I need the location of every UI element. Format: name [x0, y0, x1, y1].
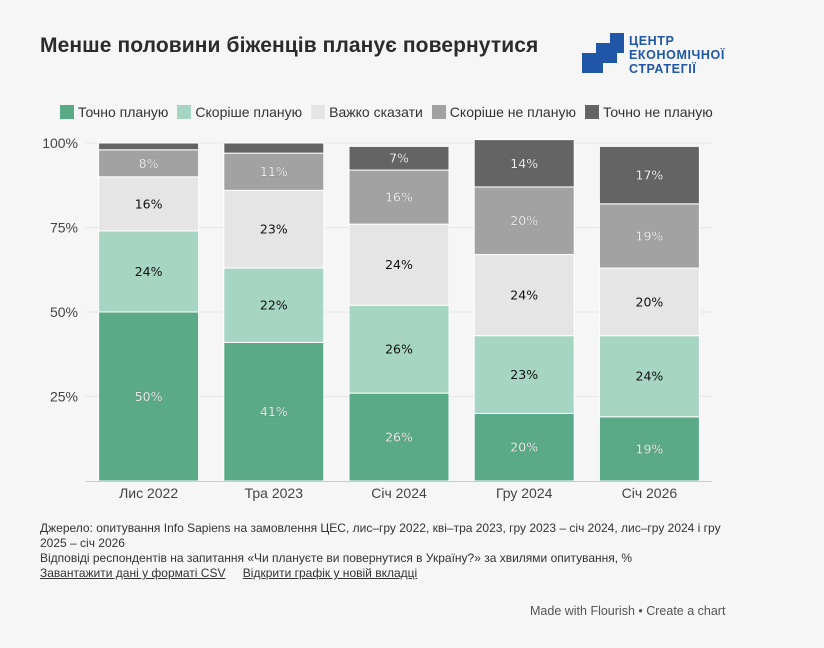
- legend-label: Скоріше планую: [195, 104, 303, 120]
- data-label: 20%: [510, 213, 538, 228]
- x-tick-label: Гру 2024: [496, 485, 553, 501]
- bar-segment: [223, 267, 325, 343]
- legend-item-rather-not-plan[interactable]: Скоріше не планую: [431, 104, 576, 120]
- bar-segment: [598, 267, 700, 337]
- data-label: 7%: [389, 151, 409, 166]
- y-tick-label: 50%: [50, 304, 78, 320]
- bar-segment: [473, 254, 575, 337]
- x-tick-label: Тра 2023: [245, 485, 304, 501]
- x-tick-label: Січ 2026: [622, 485, 678, 501]
- logo-line-1: ЦЕНТР: [629, 34, 675, 48]
- data-label: 22%: [260, 298, 288, 313]
- question-note: Відповіді респондентів на запитання «Чи …: [40, 551, 633, 565]
- data-label: 24%: [385, 257, 413, 272]
- y-tick-label: 100%: [42, 135, 78, 151]
- bar-segment: [598, 145, 700, 205]
- data-label: 50%: [135, 389, 163, 404]
- legend-swatch: [60, 105, 74, 119]
- bar-segment: [348, 304, 450, 394]
- data-label: 41%: [260, 404, 288, 419]
- data-label: 16%: [385, 190, 413, 205]
- bar-segment: [348, 223, 450, 306]
- data-label: 26%: [385, 430, 413, 445]
- legend-item-definitely-plan[interactable]: Точно планую: [60, 104, 168, 120]
- legend-label: Важко сказати: [329, 104, 423, 120]
- bar-segment: [348, 392, 450, 482]
- legend-label: Скоріше не планую: [449, 104, 576, 120]
- data-label: 20%: [636, 294, 664, 309]
- bar-segment: [223, 152, 325, 191]
- data-label: 24%: [510, 288, 538, 303]
- chart-legend: Точно планую Скоріше планую Важко сказат…: [60, 104, 722, 120]
- stacked-bar-chart: 25% 50% 75% 100% 50% 24% 16% 8% Лис 2022 41% 22% 23…: [42, 135, 712, 501]
- x-tick-label: Січ 2024: [371, 485, 427, 501]
- data-label: 16%: [135, 196, 163, 211]
- chart-title: Менше половини біженців планує повернути…: [40, 34, 539, 57]
- bar-segment: [348, 145, 450, 171]
- logo-line-2: ЕКОНОМІЧНОЇ: [629, 48, 725, 62]
- bar-segment: [223, 142, 325, 154]
- legend-swatch: [431, 105, 446, 119]
- bar-segment: [598, 335, 700, 418]
- bar-segment: [98, 142, 200, 151]
- x-tick-label: Лис 2022: [119, 485, 178, 501]
- data-label: 19%: [636, 441, 664, 456]
- legend-swatch: [584, 105, 599, 119]
- legend-item-definitely-not-plan[interactable]: Точно не планую: [584, 104, 713, 120]
- source-note: Джерело: опитування Info Sapiens на замо…: [40, 521, 721, 550]
- legend-swatch: [311, 105, 326, 119]
- data-label: 24%: [135, 264, 163, 279]
- open-new-tab-link[interactable]: Відкрити графік у новій вкладці: [242, 566, 418, 580]
- data-label: 23%: [260, 222, 288, 237]
- bar-segment: [473, 335, 575, 414]
- legend-swatch: [177, 105, 192, 119]
- legend-label: Точно не планую: [602, 104, 713, 120]
- ces-logo-mark-icon: [582, 33, 624, 73]
- data-label: 23%: [510, 367, 538, 382]
- bar-segment: [223, 189, 325, 269]
- legend-item-rather-plan[interactable]: Скоріше планую: [177, 104, 302, 120]
- bar-segment: [98, 149, 200, 178]
- flourish-credit[interactable]: Made with Flourish • Create a chart: [530, 604, 726, 618]
- legend-label: Точно планую: [78, 104, 169, 120]
- data-label: 11%: [260, 164, 288, 179]
- y-tick-label: 75%: [50, 220, 78, 236]
- legend-item-hard-to-say[interactable]: Важко сказати: [311, 104, 423, 120]
- data-label: 26%: [385, 342, 413, 357]
- chart-footer: Джерело: опитування Info Sapiens на замо…: [40, 521, 740, 581]
- bar-segment: [348, 169, 450, 225]
- bar-segment: [473, 139, 575, 188]
- data-label: 14%: [510, 156, 538, 171]
- data-label: 17%: [636, 168, 664, 183]
- data-label: 24%: [636, 369, 664, 384]
- bar-segment: [598, 203, 700, 269]
- bar-segment: [98, 176, 200, 232]
- ces-logo[interactable]: ЦЕНТР ЕКОНОМІЧНОЇ СТРАТЕГІЇ: [582, 33, 732, 77]
- data-label: 8%: [139, 156, 159, 171]
- bar-segment: [473, 186, 575, 256]
- y-tick-label: 25%: [50, 389, 78, 405]
- bar-segment: [223, 341, 325, 482]
- bar-segment: [98, 311, 200, 482]
- data-label: 19%: [636, 228, 664, 243]
- bar-segment: [98, 230, 200, 313]
- logo-line-3: СТРАТЕГІЇ: [629, 62, 697, 76]
- data-label: 20%: [510, 440, 538, 455]
- download-csv-link[interactable]: Завантажити дані у форматі CSV: [40, 566, 226, 580]
